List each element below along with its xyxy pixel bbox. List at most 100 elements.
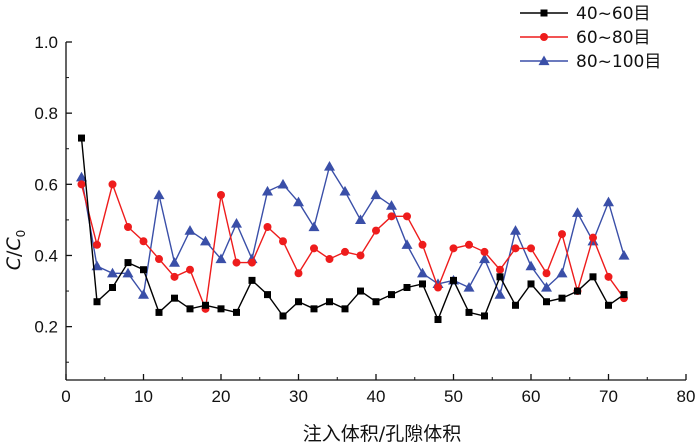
data-point	[463, 281, 475, 292]
y-axis-title-sub: 0	[14, 230, 28, 238]
y-axis-title-sep: /	[3, 250, 25, 257]
data-point	[419, 280, 426, 288]
data-point	[542, 269, 551, 278]
data-point	[388, 291, 395, 299]
data-point	[76, 171, 87, 182]
data-point	[232, 258, 241, 267]
data-point	[124, 223, 132, 232]
plot-area	[76, 134, 630, 324]
data-point	[293, 196, 304, 207]
y-tick-label: 0.6	[34, 175, 58, 194]
data-point	[510, 225, 521, 235]
data-point	[231, 217, 242, 228]
data-point	[155, 308, 163, 316]
data-point	[449, 244, 458, 253]
data-point	[324, 161, 335, 171]
data-point	[279, 312, 287, 320]
data-point	[558, 294, 566, 302]
data-point	[124, 259, 132, 267]
data-point	[604, 272, 613, 281]
series-line	[80, 164, 625, 297]
data-point	[603, 196, 614, 207]
data-point	[77, 180, 86, 189]
data-point	[372, 226, 380, 235]
data-point	[155, 255, 163, 264]
data-point	[339, 185, 351, 196]
data-point	[543, 298, 550, 306]
data-point	[248, 276, 256, 284]
axes	[65, 42, 686, 381]
data-point	[153, 189, 165, 200]
data-point	[620, 291, 628, 299]
legend-label: 60~80目	[576, 28, 651, 48]
data-point	[618, 249, 630, 260]
data-point	[465, 308, 473, 316]
data-point	[386, 200, 397, 210]
data-point	[262, 185, 273, 196]
data-point	[138, 289, 149, 299]
y-tick-label: 1.0	[34, 33, 58, 52]
series-2	[76, 161, 630, 299]
data-point	[295, 298, 302, 306]
data-point	[122, 267, 134, 278]
data-point	[341, 247, 349, 256]
data-point	[370, 189, 382, 200]
x-tick-label: 70	[599, 387, 618, 406]
data-point	[525, 260, 537, 271]
data-point	[480, 247, 489, 256]
x-tick-label: 50	[444, 387, 463, 406]
x-tick-label: 20	[212, 387, 231, 406]
data-point	[527, 244, 535, 253]
data-point	[294, 269, 303, 278]
data-point	[248, 258, 256, 267]
data-point	[200, 235, 211, 246]
data-point	[186, 265, 194, 274]
data-point	[479, 253, 490, 264]
data-point	[139, 237, 148, 246]
data-point	[403, 212, 411, 221]
data-point	[494, 289, 506, 299]
data-point	[434, 316, 442, 324]
data-point	[589, 273, 597, 281]
data-point	[109, 283, 116, 291]
data-point	[93, 240, 101, 249]
data-point	[481, 312, 488, 320]
legend-item: 40~60目	[520, 4, 651, 24]
data-point	[417, 267, 428, 278]
data-point	[78, 134, 85, 142]
data-point	[310, 244, 318, 253]
series-0	[78, 134, 628, 324]
data-point	[217, 190, 225, 199]
x-tick-label: 30	[289, 387, 308, 406]
data-point	[170, 272, 179, 281]
y-axis-title: C/C0	[3, 230, 28, 271]
data-point	[215, 253, 227, 264]
data-point	[496, 273, 504, 281]
x-tick-label: 10	[134, 387, 153, 406]
data-point	[589, 233, 597, 242]
data-point	[605, 301, 612, 309]
data-point	[511, 244, 520, 253]
legend-label: 40~60目	[576, 4, 651, 24]
data-point	[202, 301, 209, 309]
data-point	[465, 240, 473, 249]
legend-swatch-marker	[540, 9, 548, 17]
data-point	[169, 257, 180, 267]
data-point	[279, 237, 287, 246]
data-point	[541, 281, 552, 292]
data-point	[356, 251, 365, 260]
x-tick-label: 60	[522, 387, 541, 406]
data-point	[308, 221, 320, 232]
data-point	[558, 230, 566, 239]
y-axis-title-main: C	[3, 256, 25, 270]
data-point	[277, 178, 289, 189]
data-point	[341, 305, 349, 313]
data-point	[418, 240, 427, 249]
data-point	[140, 266, 147, 274]
data-point	[325, 255, 334, 264]
data-point	[186, 305, 194, 313]
data-point	[401, 239, 413, 249]
data-point	[263, 223, 272, 232]
data-point	[326, 298, 333, 306]
